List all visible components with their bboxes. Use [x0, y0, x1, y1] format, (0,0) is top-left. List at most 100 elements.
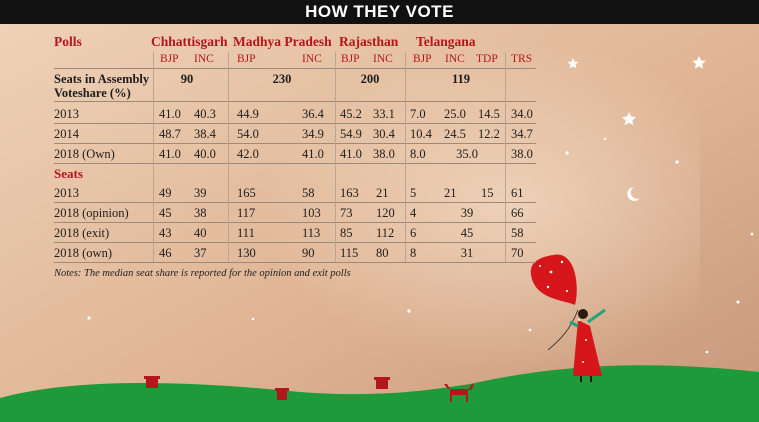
- state-header: Chhattisgarh: [151, 34, 228, 49]
- cell: 34.7: [511, 127, 533, 141]
- cell: 43: [159, 226, 172, 240]
- cell: 25.0: [444, 107, 466, 121]
- cell: 21: [444, 186, 457, 200]
- cell: 33.1: [373, 107, 395, 121]
- assembly-seats: 200: [360, 72, 380, 86]
- row-label: 2018 (own): [54, 246, 112, 260]
- cell: 8: [410, 246, 417, 260]
- row-label: 2018 (Own): [54, 147, 115, 161]
- party-label: INC: [302, 53, 322, 65]
- assembly-seats: 90: [180, 72, 194, 86]
- cell: 37: [194, 246, 207, 260]
- row-label: 2013: [54, 107, 79, 121]
- state-header: Telangana: [416, 34, 476, 49]
- row-label: 2014: [54, 127, 79, 141]
- cell: 4: [410, 206, 417, 220]
- cell: 31: [460, 246, 474, 260]
- footnote: Notes: The median seat share is reported…: [54, 268, 351, 279]
- row-label: 2018 (exit): [54, 226, 110, 240]
- cell: 38.0: [511, 147, 533, 161]
- cell: 21: [376, 186, 389, 200]
- cell: 39: [460, 206, 474, 220]
- cell: 117: [237, 206, 256, 220]
- cell: 38.4: [194, 127, 216, 141]
- party-label: TDP: [476, 53, 498, 65]
- party-label: BJP: [413, 53, 432, 65]
- assembly-seats: 230: [272, 72, 292, 86]
- cell: 34.9: [302, 127, 324, 141]
- party-label: INC: [445, 53, 465, 65]
- cell: 58: [302, 186, 315, 200]
- cell: 115: [340, 246, 359, 260]
- cell: 70: [511, 246, 524, 260]
- cell: 54.9: [340, 127, 362, 141]
- cell: 103: [302, 206, 321, 220]
- cell: 38: [194, 206, 207, 220]
- cell: 111: [237, 226, 255, 240]
- party-label: TRS: [511, 53, 533, 65]
- page-title: HOW THEY VOTE: [305, 2, 454, 21]
- cell: 34.0: [511, 107, 533, 121]
- cell: 112: [376, 226, 395, 240]
- cell: 7.0: [410, 107, 426, 121]
- cell: 39: [194, 186, 207, 200]
- cell: 8.0: [410, 147, 426, 161]
- cell: 58: [511, 226, 524, 240]
- green-hill: [0, 365, 759, 422]
- cell: 41.0: [302, 147, 324, 161]
- cell: 45: [460, 226, 474, 240]
- polls-header: Polls: [54, 34, 82, 49]
- party-label: INC: [194, 53, 214, 65]
- cell: 163: [340, 186, 359, 200]
- row-label: 2018 (opinion): [54, 206, 129, 220]
- cell: 38.0: [373, 147, 395, 161]
- cell: 44.9: [237, 107, 259, 121]
- cell: 46: [159, 246, 172, 260]
- cell: 36.4: [302, 107, 324, 121]
- assembly-seats: 119: [451, 72, 471, 86]
- cell: 41.0: [159, 147, 181, 161]
- cell: 42.0: [237, 147, 259, 161]
- cell: 30.4: [373, 127, 395, 141]
- cell: 120: [376, 206, 395, 220]
- state-header: Madhya Pradesh: [233, 34, 332, 49]
- cell: 66: [511, 206, 524, 220]
- cell: 45: [159, 206, 172, 220]
- seats-header: Seats: [54, 166, 83, 181]
- cell: 48.7: [159, 127, 181, 141]
- cell: 165: [237, 186, 256, 200]
- party-label: INC: [373, 53, 393, 65]
- cell: 73: [340, 206, 353, 220]
- cell: 40.3: [194, 107, 216, 121]
- hut-icon: [144, 376, 390, 400]
- balloon-icon: [530, 254, 577, 305]
- voteshare-label: Voteshare (%): [54, 86, 131, 100]
- cell: 54.0: [237, 127, 259, 141]
- cell: 6: [410, 226, 417, 240]
- cell: 45.2: [340, 107, 362, 121]
- cell: 40: [194, 226, 207, 240]
- cell: 5: [410, 186, 417, 200]
- party-label: BJP: [237, 53, 256, 65]
- cell: 113: [302, 226, 321, 240]
- cell: 85: [340, 226, 353, 240]
- seats-in-assembly-label: Seats in Assembly: [54, 72, 150, 86]
- cell: 24.5: [444, 127, 466, 141]
- star-icon: [87, 56, 754, 354]
- crescent-moon-icon: [627, 187, 640, 201]
- cell: 41.0: [159, 107, 181, 121]
- cell: 61: [511, 186, 524, 200]
- cell: 35.0: [456, 147, 478, 161]
- title-banner: HOW THEY VOTE: [0, 0, 759, 24]
- cell: 130: [237, 246, 256, 260]
- party-label: BJP: [160, 53, 179, 65]
- girl-illustration: [569, 308, 606, 382]
- cell: 41.0: [340, 147, 362, 161]
- cell: 90: [302, 246, 315, 260]
- cell: 49: [159, 186, 172, 200]
- state-header: Rajasthan: [339, 34, 399, 49]
- cell: 14.5: [478, 107, 500, 121]
- row-label: 2013: [54, 186, 79, 200]
- cell: 80: [376, 246, 389, 260]
